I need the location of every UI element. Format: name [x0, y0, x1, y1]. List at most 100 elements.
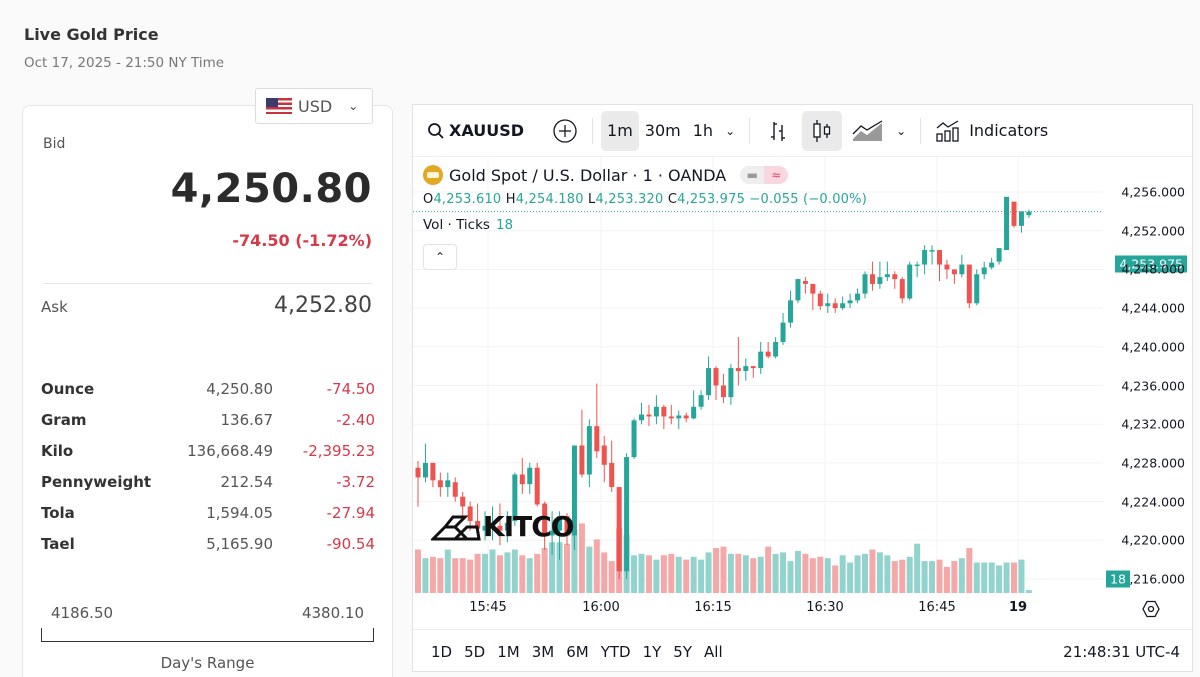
- price-tick-label: 4,236.000: [1121, 378, 1185, 393]
- time-tick-label: 15:45: [469, 600, 507, 615]
- price-tick-label: 4,252.000: [1121, 223, 1185, 239]
- area-chart-type-button[interactable]: [846, 111, 890, 151]
- chart-widget: XAUUSD 1m 30m 1h ⌄ ⌄ Indicators KITCO: [412, 104, 1193, 672]
- collapse-legend-button[interactable]: ⌃: [423, 244, 457, 270]
- currency-label: USD: [298, 96, 333, 116]
- range-1d-button[interactable]: 1D: [431, 642, 453, 661]
- range-3m-button[interactable]: 3M: [531, 642, 555, 661]
- range-all-button[interactable]: All: [704, 642, 723, 661]
- unit-price: 212.54: [220, 472, 274, 491]
- interval-1h-button[interactable]: 1h: [692, 121, 714, 140]
- interval-dropdown-chevron-icon[interactable]: ⌄: [725, 123, 736, 138]
- range-5d-button[interactable]: 5D: [464, 642, 486, 661]
- unit-change: -2,395.23: [302, 441, 375, 460]
- unit-price: 4,250.80: [206, 379, 273, 398]
- change-value: −0.055 (−0.00%): [749, 192, 867, 207]
- page-title: Live Gold Price: [24, 25, 159, 44]
- low-value: 4,253.320: [595, 192, 664, 207]
- bar-chart-type-button[interactable]: [758, 111, 798, 151]
- range-1y-button[interactable]: 1Y: [642, 642, 662, 661]
- unit-name: Tael: [41, 534, 75, 553]
- close-label: C: [667, 192, 678, 207]
- price-axis[interactable]: 4,216.000 4,253.975 4,256.000 4,252.000 4,…: [1103, 157, 1193, 593]
- area-chart-icon: [852, 119, 883, 141]
- interval-30m-button[interactable]: 30m: [644, 121, 681, 140]
- unit-name: Pennyweight: [41, 472, 152, 491]
- unit-change: -74.50: [326, 379, 375, 398]
- candlestick-icon: [813, 119, 831, 142]
- range-ytd-button[interactable]: YTD: [600, 642, 631, 661]
- price-tick-label: 4,248.000: [1121, 261, 1185, 277]
- volume-badge: 18: [1106, 570, 1130, 588]
- time-tick-label: 16:30: [806, 600, 844, 615]
- range-5y-button[interactable]: 5Y: [673, 642, 693, 661]
- price-tick-label: 4,232.000: [1121, 416, 1185, 432]
- unit-change: -3.72: [336, 472, 375, 491]
- day-range-bar: [41, 628, 374, 642]
- time-tick-label: 19: [1008, 600, 1028, 615]
- high-value: 4,254.180: [515, 192, 584, 207]
- unit-price: 136.67: [220, 410, 274, 429]
- compare-symbol-button[interactable]: [546, 111, 584, 151]
- day-range-low: 4186.50: [51, 604, 114, 622]
- ask-label: Ask: [41, 298, 68, 316]
- open-value: 4,253.610: [433, 192, 502, 207]
- symbol-label: XAUUSD: [449, 121, 525, 140]
- price-tick-label: 4,216.000: [1121, 571, 1185, 587]
- last-price-label: 4,253.975: [1115, 255, 1187, 273]
- unit-price: 136,668.49: [187, 441, 273, 460]
- unit-change: -90.54: [326, 534, 375, 553]
- volume-legend: Vol · Ticks 18: [423, 217, 513, 233]
- ohlc-values: O4,253.610 H4,254.180 L4,253.320 C4,253.…: [423, 192, 867, 207]
- time-tick-label: 16:45: [918, 600, 956, 615]
- chart-toolbar: XAUUSD 1m 30m 1h ⌄ ⌄ Indicators: [413, 105, 1192, 157]
- unit-row: Pennyweight 212.54 -3.72: [41, 466, 375, 497]
- indicators-button[interactable]: Indicators: [929, 111, 1054, 151]
- candles-chart-type-button[interactable]: [802, 110, 843, 151]
- legend-actions: ▬ ≈: [740, 166, 789, 184]
- unit-name: Ounce: [41, 379, 95, 398]
- interval-1m-button[interactable]: 1m: [601, 110, 639, 151]
- price-tick-label: 4,220.000: [1121, 532, 1185, 548]
- bid-label: Bid: [43, 136, 66, 152]
- currency-dropdown[interactable]: USD ⌄: [255, 88, 373, 124]
- time-axis[interactable]: 15:45 16:00 16:15 16:30 16:45 19: [413, 593, 1103, 623]
- unit-row: Tola 1,594.05 -27.94: [41, 497, 375, 528]
- toolbar-separator: [592, 117, 594, 144]
- price-tick-label: 4,228.000: [1121, 455, 1185, 471]
- chart-clock[interactable]: 21:48:31 UTC-4: [1063, 642, 1180, 661]
- price-tick-label: 4,256.000: [1121, 184, 1185, 200]
- day-range-label: Day's Range: [160, 654, 255, 672]
- chevron-down-icon: ⌄: [348, 99, 359, 113]
- chart-type-dropdown-chevron-icon[interactable]: ⌄: [896, 123, 907, 138]
- ask-price: 4,252.80: [274, 293, 372, 318]
- close-value: 4,253.975: [677, 192, 746, 207]
- gold-bar-icon: [423, 165, 443, 185]
- series-legend: Gold Spot / U.S. Dollar · 1 · OANDA ▬ ≈: [423, 165, 789, 185]
- symbol-search-button[interactable]: XAUUSD: [427, 111, 530, 151]
- time-tick-label: 16:00: [582, 600, 620, 615]
- chevron-up-icon: ⌃: [434, 250, 446, 264]
- unit-price-table: Ounce 4,250.80 -74.50 Gram 136.67 -2.40 …: [41, 373, 375, 559]
- plus-circle-icon: [553, 118, 577, 143]
- approx-icon[interactable]: ≈: [764, 166, 789, 184]
- price-tick-label: 4,240.000: [1121, 339, 1185, 355]
- toolbar-separator: [749, 117, 751, 144]
- hide-series-icon[interactable]: ▬: [740, 166, 765, 184]
- us-flag-icon: [266, 98, 292, 114]
- unit-row: Gram 136.67 -2.40: [41, 404, 375, 435]
- candlestick-plot[interactable]: [413, 157, 1103, 593]
- bid-change: -74.50 (-1.72%): [232, 231, 372, 250]
- toolbar-separator: [920, 117, 922, 144]
- unit-name: Gram: [41, 410, 87, 429]
- date-range-bar: 1D 5D 1M 3M 6M YTD 1Y 5Y All 21:48:31 UT…: [413, 629, 1192, 673]
- low-label: L: [588, 192, 596, 207]
- range-6m-button[interactable]: 6M: [566, 642, 589, 661]
- volume-value: 18: [495, 217, 514, 233]
- range-1m-button[interactable]: 1M: [497, 642, 520, 661]
- price-card: Bid 4,250.80 -74.50 (-1.72%) Ask 4,252.8…: [22, 105, 393, 677]
- unit-name: Kilo: [41, 441, 74, 460]
- price-tick-label: 4,224.000: [1121, 494, 1185, 510]
- ohlc-bars-icon: [771, 121, 786, 141]
- chart-settings-icon[interactable]: [1141, 599, 1161, 619]
